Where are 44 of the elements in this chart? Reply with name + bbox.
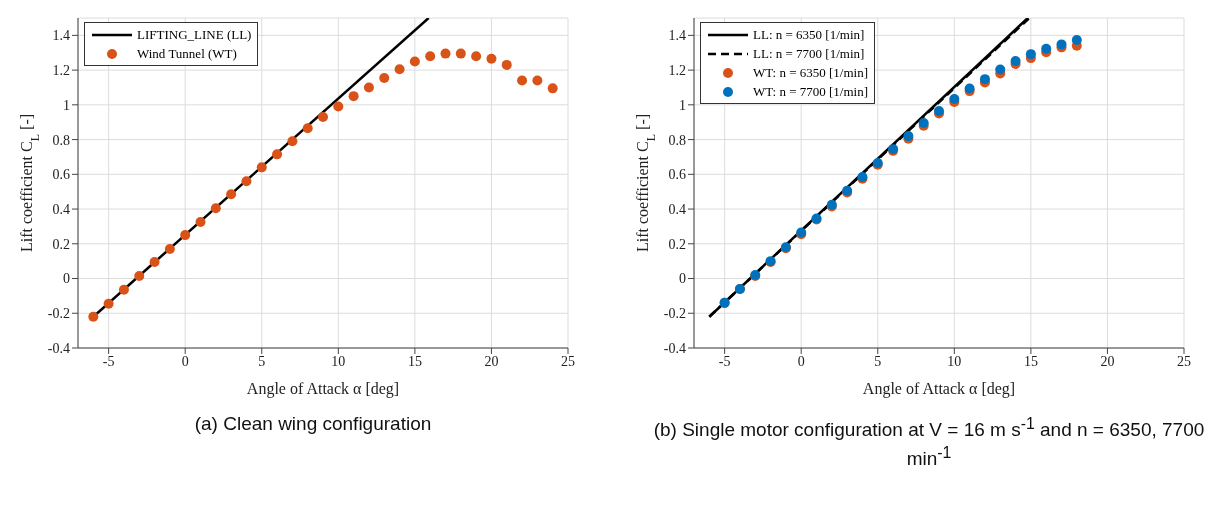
legend-label: WT: n = 6350 [1/min]: [753, 64, 869, 81]
x-tick-label: -5: [718, 353, 731, 369]
text: (a) Clean wing configuration: [193, 412, 433, 435]
legend-label: LL: n = 6350 [1/min]: [753, 26, 865, 43]
y-tick-label: 1.2: [52, 63, 70, 79]
y-tick-label: 1.4: [52, 28, 70, 44]
y-tick-label: -0.2: [47, 306, 70, 322]
y-tick-label: 1: [679, 97, 686, 113]
chart-title: (b) Single motor configuration at V = 16 m s$^{-1}$ and n = 6350, 7700 min$^{-1}$: [653, 415, 1205, 470]
y-tick-label: -0.4: [47, 340, 70, 356]
legend-label: WT: n = 7700 [1/min]: [753, 83, 869, 100]
y-tick-label: 0.2: [668, 236, 686, 252]
x-tick-label: 15: [407, 353, 422, 369]
y-tick-label: 1: [63, 97, 70, 113]
y-tick-label: 0.4: [668, 202, 686, 218]
x-tick-label: 25: [1177, 353, 1191, 369]
x-tick-label: 0: [797, 353, 805, 369]
x-tick-label: 5: [874, 353, 882, 369]
y-tick-label: 0.8: [668, 132, 686, 148]
x-tick-label: 10: [331, 353, 346, 369]
x-tick-label: 15: [1023, 353, 1038, 369]
y-tick-label: -0.4: [663, 340, 686, 356]
y-tick-label: 0: [63, 271, 70, 287]
y-tick-label: 0.8: [52, 132, 70, 148]
x-tick-label: 5: [258, 353, 266, 369]
x-tick-label: 20: [1100, 353, 1115, 369]
y-tick-label: 1.2: [668, 63, 686, 79]
y-tick-label: 0.6: [52, 167, 70, 183]
x-axis-title: Angle of Attack α [deg]: [862, 380, 1016, 398]
y-tick-label: -0.2: [663, 306, 686, 322]
legend-label: LIFTING_LINE (LL): [137, 26, 252, 43]
x-tick-label: 20: [484, 353, 499, 369]
y-tick-label: 0.6: [668, 167, 686, 183]
legend-label: Wind Tunnel (WT): [137, 45, 237, 62]
y-tick-label: 1.4: [668, 28, 686, 44]
y-tick-label: 0.2: [52, 236, 70, 252]
legend-label: LL: n = 7700 [1/min]: [753, 45, 865, 62]
y-tick-label: 0: [679, 271, 686, 287]
x-tick-label: 0: [181, 353, 189, 369]
x-axis-title: Angle of Attack α [deg]: [246, 380, 400, 398]
y-tick-label: 0.4: [52, 202, 70, 218]
x-tick-label: 25: [561, 353, 575, 369]
x-tick-label: -5: [102, 353, 115, 369]
x-tick-label: 10: [947, 353, 962, 369]
